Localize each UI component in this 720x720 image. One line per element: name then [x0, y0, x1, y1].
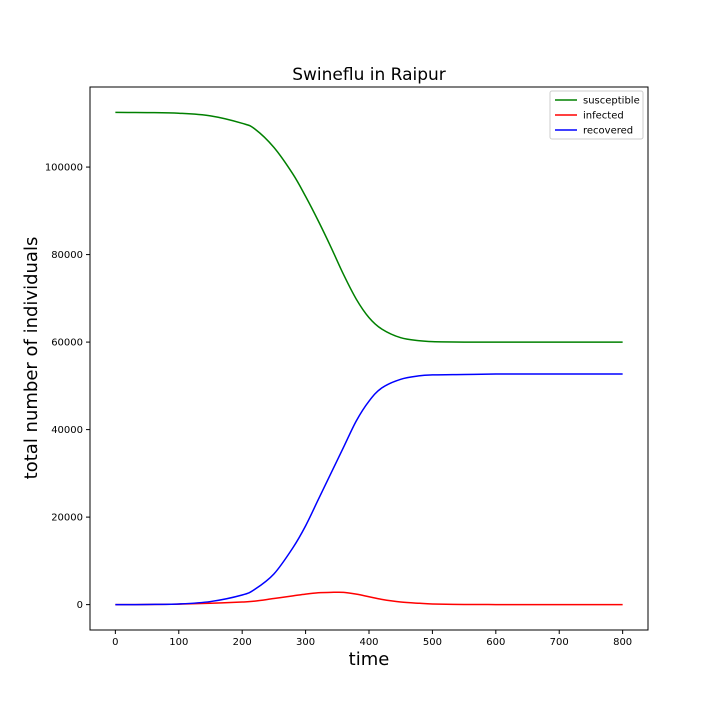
- y-axis: 0 20000 40000 60000 80000 100000: [45, 163, 90, 611]
- x-tick-label: 600: [486, 637, 505, 648]
- x-tick-label: 400: [359, 637, 378, 648]
- x-tick-label: 100: [169, 637, 188, 648]
- series-line-recovered: [115, 373, 623, 606]
- y-tick-label: 60000: [51, 338, 83, 349]
- x-tick-label: 0: [112, 637, 118, 648]
- x-tick-label: 300: [296, 637, 315, 648]
- x-axis-label: time: [349, 649, 390, 670]
- series-layer: [115, 111, 623, 606]
- x-tick-label: 700: [550, 637, 569, 648]
- chart-title: Swineflu in Raipur: [292, 65, 446, 85]
- legend: susceptible infected recovered: [549, 90, 644, 140]
- x-tick-label: 800: [613, 637, 632, 648]
- y-tick-label: 100000: [45, 163, 83, 174]
- legend-label-susceptible: susceptible: [583, 96, 640, 107]
- series-line-infected: [115, 591, 623, 606]
- y-tick-label: 80000: [51, 250, 83, 261]
- legend-box: [549, 90, 644, 140]
- legend-label-infected: infected: [583, 111, 624, 122]
- x-tick-label: 200: [233, 637, 252, 648]
- y-tick-label: 40000: [51, 425, 83, 436]
- x-axis: 0 100 200 300 400 500 600 700 800: [112, 630, 632, 648]
- legend-label-recovered: recovered: [583, 126, 633, 137]
- y-tick-label: 0: [77, 600, 83, 611]
- y-tick-label: 20000: [51, 513, 83, 524]
- y-axis-label: total number of individuals: [21, 237, 42, 480]
- x-tick-label: 500: [423, 637, 442, 648]
- series-line-susceptible: [115, 111, 623, 343]
